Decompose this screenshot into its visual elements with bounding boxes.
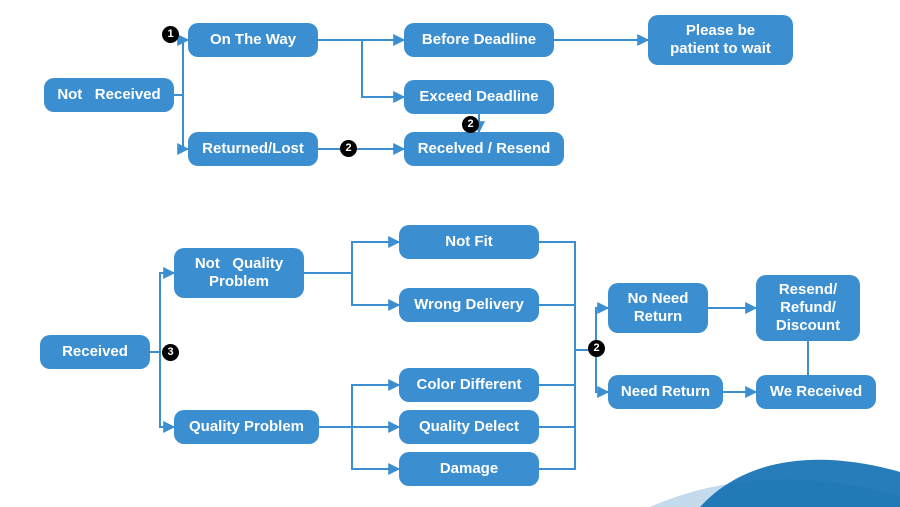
edge-3: [362, 40, 396, 97]
edge-0: [174, 40, 188, 95]
edge-13: [319, 385, 399, 427]
edge-11: [304, 242, 399, 273]
node-returned_lost: Returned/Lost: [188, 132, 318, 166]
node-damage: Damage: [399, 452, 539, 486]
edge-12: [352, 273, 399, 305]
node-received_resend: Recelved / Resend: [404, 132, 564, 166]
node-wrong_delivery: Wrong Delivery: [399, 288, 539, 322]
node-we_received: We Received: [756, 375, 876, 409]
node-not_quality: Not QualityProblem: [174, 248, 304, 298]
node-not_fit: Not Fit: [399, 225, 539, 259]
node-quality_delect: Quality Delect: [399, 410, 539, 444]
decorative-swoosh: [580, 417, 900, 507]
node-received: Received: [40, 335, 150, 369]
badge-b2: 2: [340, 140, 357, 157]
node-no_need_return: No NeedReturn: [608, 283, 708, 333]
edge-15: [352, 427, 399, 469]
node-resend_refund: Resend/Refund/Discount: [756, 275, 860, 341]
badge-b1: 1: [162, 26, 179, 43]
node-exceed_deadline: Exceed Deadline: [404, 80, 554, 114]
node-color_different: Color Different: [399, 368, 539, 402]
edge-16: [539, 242, 575, 469]
node-please_wait: Please bepatient to wait: [648, 15, 793, 65]
badge-b3: 2: [462, 116, 479, 133]
edge-9: [150, 273, 174, 352]
node-on_the_way: On The Way: [188, 23, 318, 57]
badge-b5: 2: [588, 340, 605, 357]
node-need_return: Need Return: [608, 375, 723, 409]
edge-10: [160, 352, 174, 427]
node-quality_problem: Quality Problem: [174, 410, 319, 444]
node-before_deadline: Before Deadline: [404, 23, 554, 57]
badge-b4: 3: [162, 344, 179, 361]
node-not_received: Not Received: [44, 78, 174, 112]
